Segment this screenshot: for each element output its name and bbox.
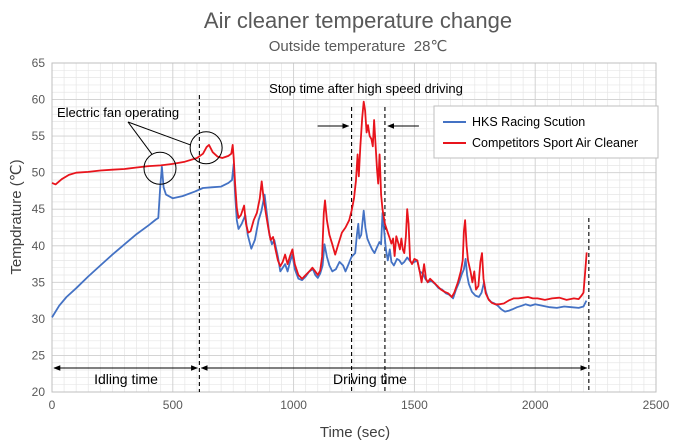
y-tick-label: 60: [32, 93, 46, 107]
x-tick-label: 1000: [280, 398, 307, 412]
annotation-idling-time: Idling time: [94, 371, 158, 387]
x-tick-label: 1500: [401, 398, 428, 412]
annotation-electric-fan: Electric fan operating: [57, 105, 179, 120]
x-tick-label: 2000: [522, 398, 549, 412]
y-tick-label: 55: [32, 129, 46, 143]
fan-leader-line: [127, 121, 153, 155]
x-tick-label: 500: [163, 398, 183, 412]
y-tick-label: 65: [32, 56, 46, 70]
y-tick-label: 30: [32, 312, 46, 326]
annotation-driving-time: Driving time: [333, 371, 407, 387]
fan-circle-idle: [143, 151, 177, 185]
y-tick-label: 20: [32, 385, 46, 399]
series-lines: [51, 100, 588, 318]
x-tick-labels: 0 500 1000 1500 2000 2500: [49, 398, 670, 412]
legend-box: [433, 105, 659, 159]
grid: [51, 62, 657, 393]
y-tick-label: 50: [32, 166, 46, 180]
legend: HKS Racing Scution Competitors Sport Air…: [433, 105, 659, 159]
chart-subtitle: Outside temperature 28℃: [269, 38, 448, 55]
y-tick-label: 25: [32, 348, 46, 362]
fan-circle-driving: [189, 131, 223, 165]
series-line-competitor: [51, 100, 588, 306]
y-tick-label: 45: [32, 202, 46, 216]
plot-area-border: [51, 62, 657, 393]
phase-divider-lines: [198, 95, 590, 392]
legend-label-hks: HKS Racing Scution: [472, 115, 585, 129]
x-axis-label: Time (sec): [320, 424, 390, 441]
annotations: [53, 121, 588, 371]
legend-label-competitor: Competitors Sport Air Cleaner: [472, 136, 638, 150]
y-axis-label: Tempdrature (℃): [8, 159, 25, 274]
x-tick-label: 0: [49, 398, 56, 412]
axes: [51, 62, 657, 393]
annotation-stop-time: Stop time after high speed driving: [269, 81, 463, 96]
y-tick-label: 35: [32, 275, 46, 289]
chart-title: Air cleaner temperature change: [204, 8, 512, 33]
y-tick-label: 40: [32, 239, 46, 253]
x-tick-label: 2500: [643, 398, 670, 412]
fan-leader-line: [127, 121, 191, 146]
series-line-hks: [51, 163, 588, 318]
y-tick-labels: 20 25 30 35 40 45 50 55 60 65: [32, 56, 46, 399]
